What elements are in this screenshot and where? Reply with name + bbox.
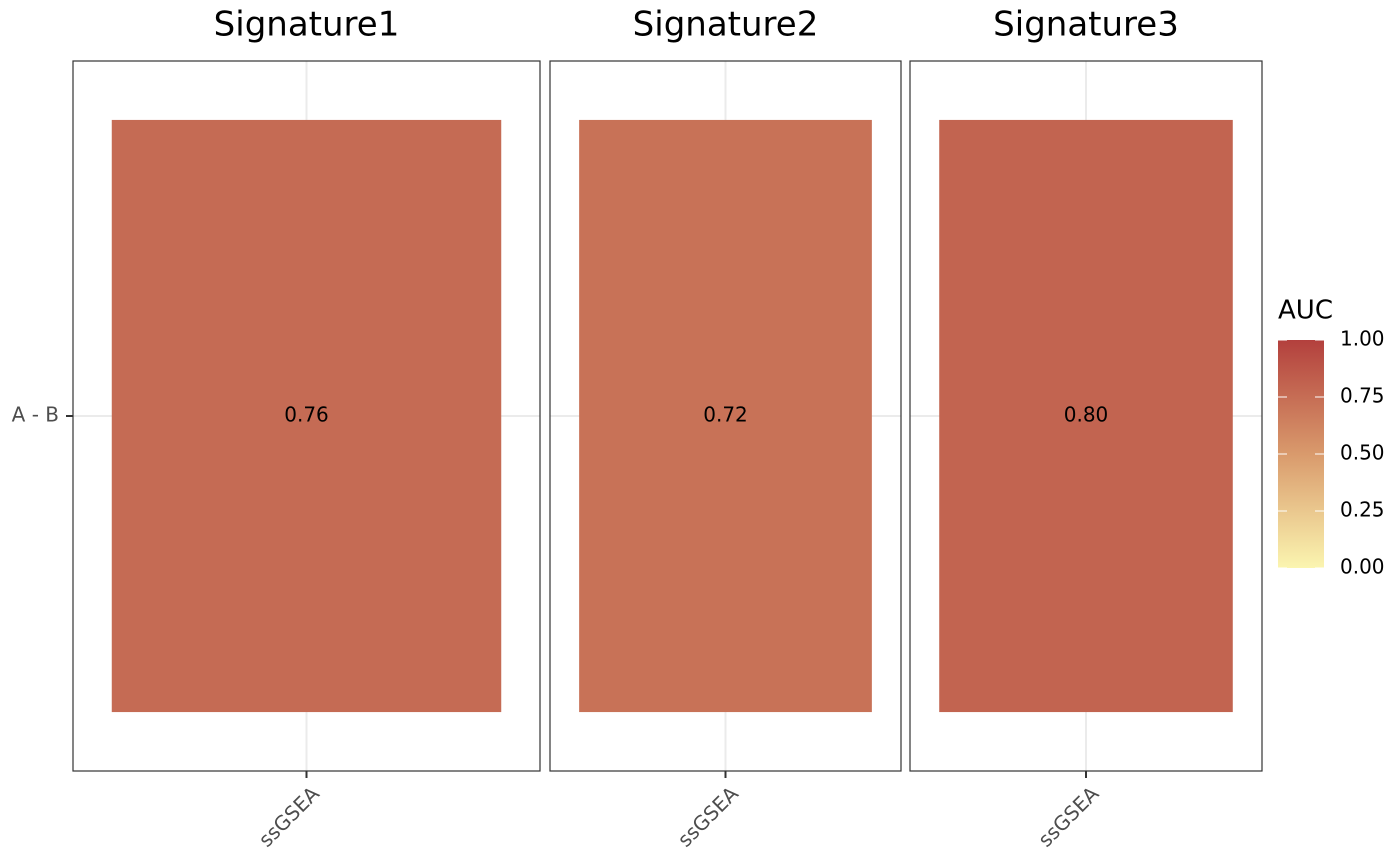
legend-title: AUC [1278, 296, 1333, 326]
facet-title: Signature3 [993, 5, 1179, 45]
colorbar-tick-label: 0.75 [1340, 384, 1385, 408]
heatmap-cell [939, 119, 1233, 713]
y-tick-label: A - B [12, 403, 59, 427]
cell-label: 0.72 [703, 403, 748, 427]
facet-title: Signature2 [633, 5, 819, 45]
colorbar-tick-label: 1.00 [1340, 327, 1385, 351]
panel-border [549, 60, 902, 772]
colorbar-tick-label: 0.50 [1340, 441, 1385, 465]
facet-title: Signature1 [214, 5, 400, 45]
cell-label: 0.76 [284, 403, 329, 427]
heatmap-cell [111, 119, 502, 713]
x-tick-label: ssGSEA [673, 781, 743, 851]
x-tick-label: ssGSEA [254, 781, 324, 851]
x-tick-label: ssGSEA [1033, 781, 1103, 851]
colorbar-tick-label: 0.00 [1340, 555, 1385, 579]
cell-label: 0.80 [1064, 403, 1109, 427]
colorbar-tick-label: 0.25 [1340, 498, 1385, 522]
panel-border [909, 60, 1263, 772]
heatmap-cell [579, 119, 872, 713]
